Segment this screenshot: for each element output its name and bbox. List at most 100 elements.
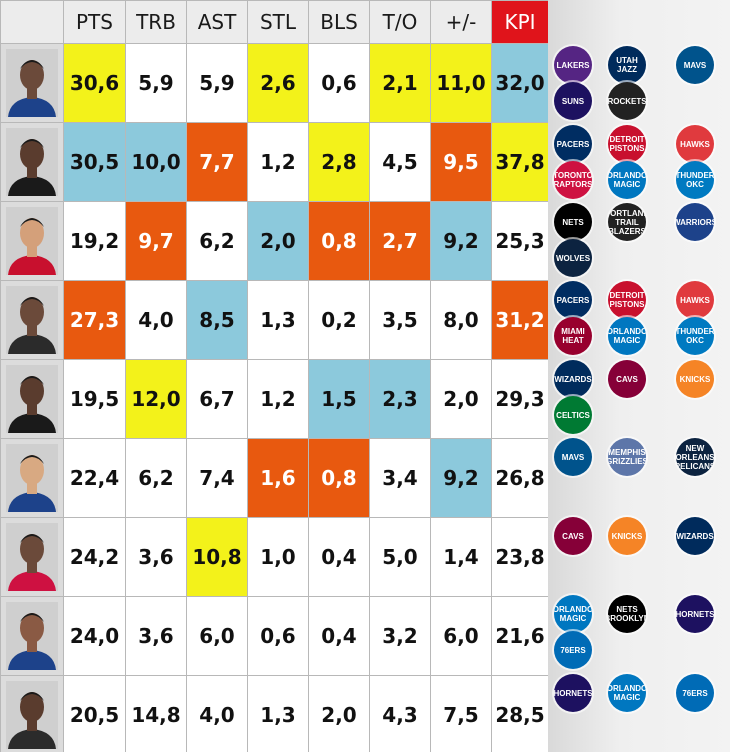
- stat-plus-minus: 7,5: [430, 675, 492, 752]
- stat-ast: 5,9: [186, 43, 248, 123]
- stat-trb: 6,2: [125, 438, 187, 518]
- mavericks-logo: MAVS: [676, 46, 714, 84]
- player-avatar-icon: [6, 602, 58, 670]
- player-avatar-icon: [6, 523, 58, 591]
- magic-logo: ORLANDO MAGIC: [554, 595, 592, 633]
- stat-trb: 5,9: [125, 43, 187, 123]
- stat-kpi: 32,0: [491, 43, 549, 123]
- stat-pts: 22,4: [63, 438, 126, 518]
- logo-group: WIZARDS CAVS KNICKS CELTICS: [548, 356, 730, 434]
- knicks-logo: KNICKS: [608, 517, 646, 555]
- stat-kpi: 23,8: [491, 517, 549, 597]
- header-trb: TRB: [125, 0, 187, 44]
- header-pts: PTS: [63, 0, 126, 44]
- magic-logo: ORLANDO MAGIC: [608, 674, 646, 712]
- blazers-logo: PORTLAND TRAIL BLAZERS: [608, 203, 646, 241]
- stat-bls: 0,2: [308, 280, 370, 360]
- rockets-logo: ROCKETS: [608, 82, 646, 120]
- player-row: 22,4 6,2 7,4 1,6 0,8 3,4 9,2 26,8: [0, 438, 549, 518]
- raptors-logo: TORONTO RAPTORS: [554, 161, 592, 199]
- player-row: 30,6 5,9 5,9 2,6 0,6 2,1 11,0 32,0: [0, 43, 549, 123]
- logo-group: NETS PORTLAND TRAIL BLAZERS WARRIORS WOLVES: [548, 199, 730, 277]
- stat-trb: 9,7: [125, 201, 187, 281]
- knicks-logo: KNICKS: [676, 360, 714, 398]
- stat-to: 2,1: [369, 43, 431, 123]
- logo-group: MAVS MEMPHIS GRIZZLIES NEW ORLEANS PELICAN…: [548, 434, 730, 512]
- stat-to: 3,2: [369, 596, 431, 676]
- hornets-logo: HORNETS: [676, 595, 714, 633]
- logo-group: CAVS KNICKS WIZARDS: [548, 513, 730, 591]
- stat-kpi: 21,6: [491, 596, 549, 676]
- header-ast: AST: [186, 0, 248, 44]
- sixers-logo: 76ERS: [554, 631, 592, 669]
- stat-kpi: 26,8: [491, 438, 549, 518]
- header-plus-minus: +/-: [430, 0, 492, 44]
- player-photo: [0, 201, 64, 281]
- stat-pts: 19,2: [63, 201, 126, 281]
- stat-trb: 3,6: [125, 596, 187, 676]
- stat-kpi: 25,3: [491, 201, 549, 281]
- stat-pts: 30,5: [63, 122, 126, 202]
- pelicans-logo: NEW ORLEANS PELICANS: [676, 438, 714, 476]
- wizards-logo: WIZARDS: [554, 360, 592, 398]
- header-row: PTS TRB AST STL BLS T/O +/- KPI: [0, 0, 549, 44]
- logo-group: ORLANDO MAGIC NETS BROOKLYN HORNETS 76ERS: [548, 591, 730, 669]
- stat-to: 4,5: [369, 122, 431, 202]
- nets-logo: NETS BROOKLYN: [608, 595, 646, 633]
- hawks-logo: HAWKS: [676, 125, 714, 163]
- player-avatar-icon: [6, 444, 58, 512]
- stat-pts: 27,3: [63, 280, 126, 360]
- player-photo: [0, 122, 64, 202]
- mavericks-logo: MAVS: [554, 438, 592, 476]
- stat-stl: 1,2: [247, 122, 309, 202]
- stat-trb: 10,0: [125, 122, 187, 202]
- pistons-logo: DETROIT PISTONS: [608, 281, 646, 319]
- pistons-logo: DETROIT PISTONS: [608, 125, 646, 163]
- pacers-logo: PACERS: [554, 281, 592, 319]
- stat-pts: 24,0: [63, 596, 126, 676]
- header-bls: BLS: [308, 0, 370, 44]
- stat-to: 5,0: [369, 517, 431, 597]
- player-row: 20,5 14,8 4,0 1,3 2,0 4,3 7,5 28,5: [0, 675, 549, 752]
- cavaliers-logo: CAVS: [554, 517, 592, 555]
- stat-ast: 7,7: [186, 122, 248, 202]
- player-row: 24,0 3,6 6,0 0,6 0,4 3,2 6,0 21,6: [0, 596, 549, 676]
- stat-stl: 1,6: [247, 438, 309, 518]
- stat-trb: 14,8: [125, 675, 187, 752]
- player-photo: [0, 43, 64, 123]
- header-corner: [0, 0, 64, 44]
- stat-plus-minus: 6,0: [430, 596, 492, 676]
- stat-stl: 2,6: [247, 43, 309, 123]
- player-row: 24,2 3,6 10,8 1,0 0,4 5,0 1,4 23,8: [0, 517, 549, 597]
- logo-group: HORNETS ORLANDO MAGIC 76ERS: [548, 670, 730, 748]
- stat-ast: 8,5: [186, 280, 248, 360]
- player-photo: [0, 280, 64, 360]
- thunder-logo: THUNDER OKC: [676, 317, 714, 355]
- celtics-logo: CELTICS: [554, 396, 592, 434]
- header-to: T/O: [369, 0, 431, 44]
- stat-bls: 2,8: [308, 122, 370, 202]
- stat-plus-minus: 2,0: [430, 359, 492, 439]
- stat-plus-minus: 9,2: [430, 438, 492, 518]
- stat-stl: 1,3: [247, 675, 309, 752]
- stat-pts: 20,5: [63, 675, 126, 752]
- stat-stl: 1,0: [247, 517, 309, 597]
- stat-ast: 6,7: [186, 359, 248, 439]
- sixers-logo: 76ERS: [676, 674, 714, 712]
- wizards-logo: WIZARDS: [676, 517, 714, 555]
- stat-bls: 0,8: [308, 438, 370, 518]
- logo-group: LAKERS UTAH JAZZ MAVS SUNS ROCKETS: [548, 42, 730, 120]
- stat-stl: 1,2: [247, 359, 309, 439]
- player-avatar-icon: [6, 286, 58, 354]
- stat-plus-minus: 1,4: [430, 517, 492, 597]
- magic-logo: ORLANDO MAGIC: [608, 317, 646, 355]
- header-kpi: KPI: [491, 0, 549, 44]
- stat-to: 2,3: [369, 359, 431, 439]
- player-avatar-icon: [6, 207, 58, 275]
- stats-table: PTS TRB AST STL BLS T/O +/- KPI 30,6 5,9 5…: [0, 0, 549, 752]
- stat-stl: 0,6: [247, 596, 309, 676]
- stat-to: 3,5: [369, 280, 431, 360]
- stat-pts: 30,6: [63, 43, 126, 123]
- stat-bls: 1,5: [308, 359, 370, 439]
